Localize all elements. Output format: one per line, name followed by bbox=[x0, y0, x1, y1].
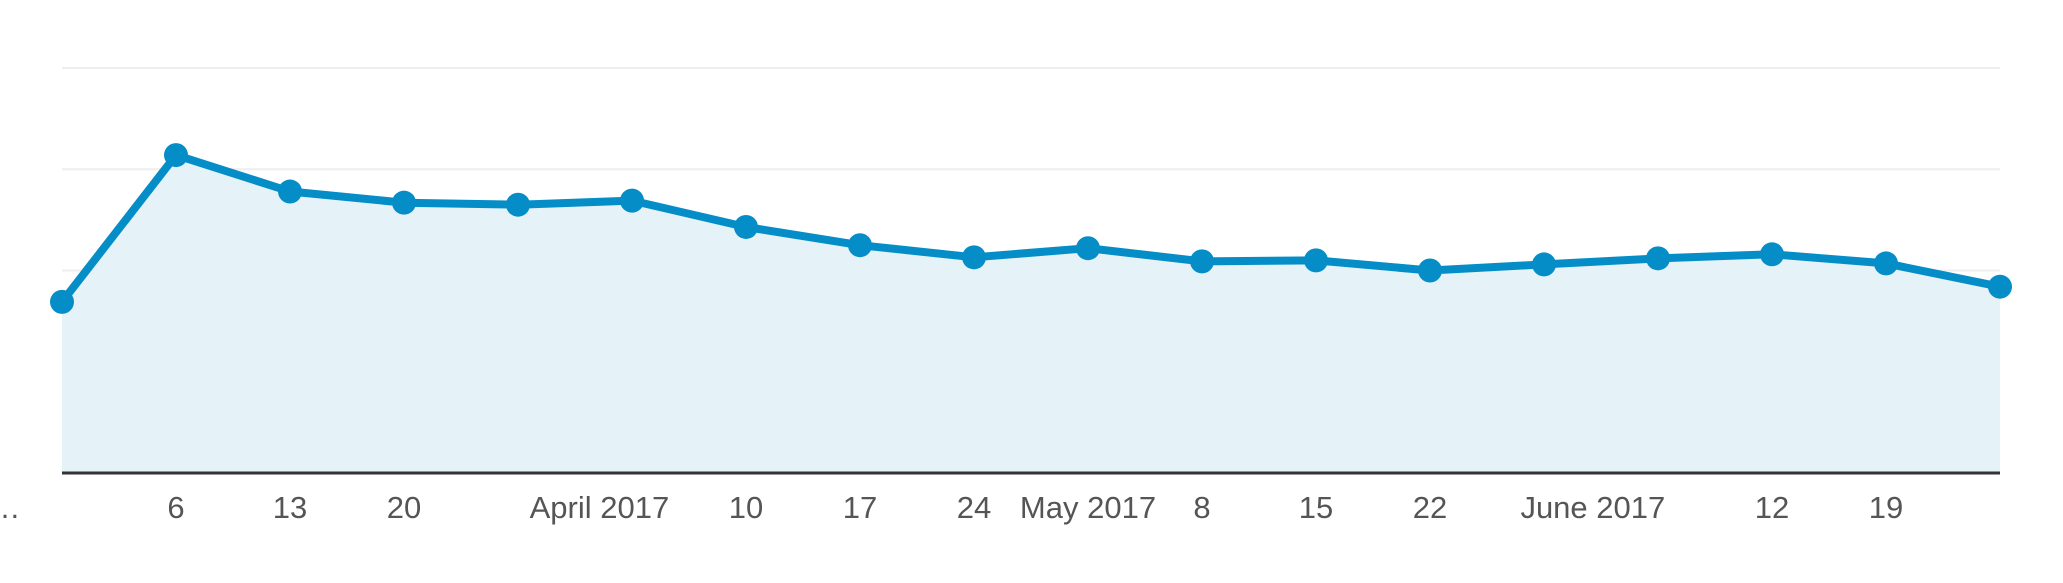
x-tick-label: April 2017 bbox=[530, 490, 670, 525]
x-tick-label: 24 bbox=[957, 490, 991, 525]
data-point-2017-05-08[interactable] bbox=[1190, 249, 1214, 274]
data-point-2017-06-19[interactable] bbox=[1874, 251, 1898, 276]
x-tick-label: 19 bbox=[1869, 490, 1903, 525]
data-point-2017-04-03[interactable] bbox=[620, 188, 644, 213]
x-tick-label: 17 bbox=[843, 490, 877, 525]
x-tick-label: 20 bbox=[387, 490, 421, 525]
x-tick-label: June 2017 bbox=[1520, 490, 1665, 525]
x-tick-label: 15 bbox=[1299, 490, 1333, 525]
data-points bbox=[50, 143, 2012, 314]
data-point-2017-06-26[interactable] bbox=[1988, 274, 2012, 299]
x-tick-labels: … 6 13 20 April 2017 10 17 24 May 2017 8 15 22 June … bbox=[0, 490, 1903, 525]
data-point-2017-04-17[interactable] bbox=[848, 233, 872, 258]
data-point-2017-05-01[interactable] bbox=[1076, 236, 1100, 261]
data-point-2017-06-05[interactable] bbox=[1646, 246, 1670, 271]
x-tick-label: 10 bbox=[729, 490, 763, 525]
x-tick-label: May 2017 bbox=[1020, 490, 1156, 525]
data-point-2017-04-24[interactable] bbox=[962, 245, 986, 270]
data-point-2017-06-12[interactable] bbox=[1760, 242, 1784, 267]
data-point-2017-05-29[interactable] bbox=[1532, 252, 1556, 277]
data-point-2017-03-06[interactable] bbox=[164, 143, 188, 168]
x-tick-label: 6 bbox=[167, 490, 184, 525]
x-tick-label: 8 bbox=[1193, 490, 1210, 525]
series-line bbox=[58, 151, 2004, 306]
x-tick-label: 12 bbox=[1755, 490, 1789, 525]
x-tick-label: 13 bbox=[273, 490, 307, 525]
data-point-2017-05-15[interactable] bbox=[1304, 248, 1328, 273]
data-point-2017-03-20[interactable] bbox=[392, 190, 416, 215]
data-point-2017-03-27[interactable] bbox=[506, 192, 530, 217]
data-point-2017-05-22[interactable] bbox=[1418, 258, 1442, 283]
data-point-2017-04-10[interactable] bbox=[734, 214, 758, 239]
data-point-2017-03-13[interactable] bbox=[278, 179, 302, 204]
series-area bbox=[62, 155, 2000, 473]
data-point-2017-02-27[interactable] bbox=[50, 289, 74, 314]
x-tick-label: … bbox=[0, 490, 21, 525]
x-tick-label: 22 bbox=[1413, 490, 1447, 525]
